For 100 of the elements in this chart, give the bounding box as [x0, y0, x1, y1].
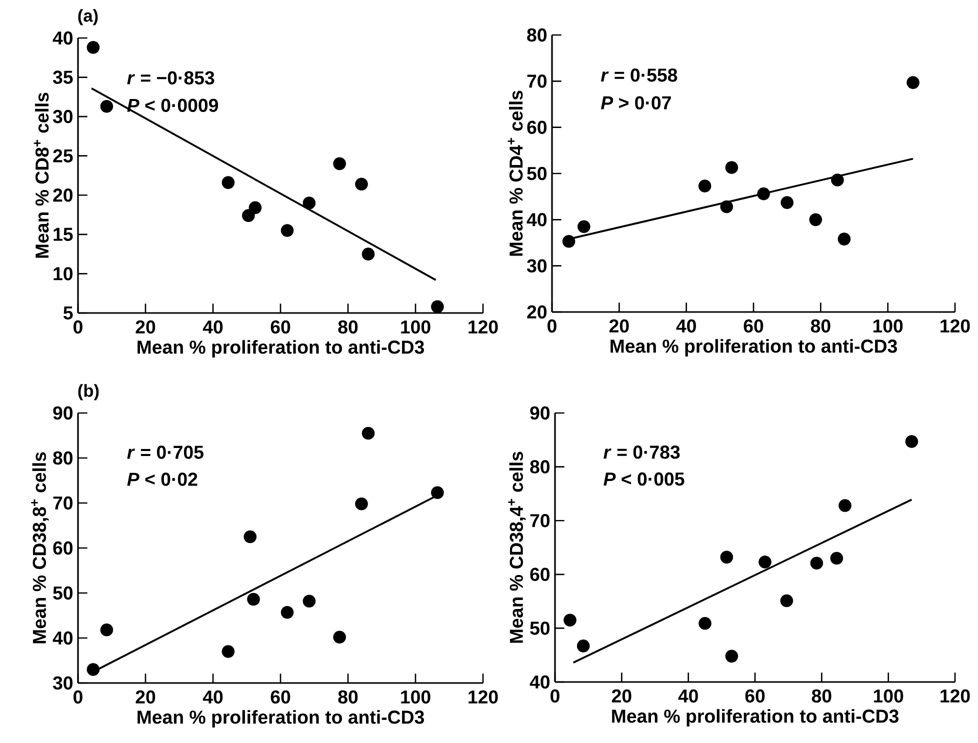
- point: [100, 623, 114, 636]
- y-tick-label: 40: [530, 675, 550, 689]
- point: [431, 300, 444, 314]
- x-tick-label: 20: [136, 320, 156, 334]
- point: [333, 157, 346, 170]
- annotation: r = 0·558: [600, 68, 678, 82]
- x-tick-label: 60: [270, 690, 290, 704]
- point: [780, 594, 794, 608]
- y-tick-label: 60: [53, 541, 73, 555]
- x-tick-label: 0: [74, 690, 82, 704]
- point: [222, 176, 235, 189]
- y-tick-label: 40: [52, 631, 73, 645]
- point: [431, 486, 444, 500]
- point: [280, 224, 294, 237]
- x-tick-label: 80: [338, 320, 358, 334]
- y-tick-label: 35: [52, 70, 73, 84]
- y-tick-label: 5: [63, 306, 73, 320]
- point: [562, 234, 576, 248]
- point: [280, 606, 294, 619]
- point: [830, 552, 844, 565]
- x-tick-label: 0: [550, 689, 560, 703]
- x-tick-label: 80: [338, 690, 358, 704]
- annotation: r = −0·853: [127, 71, 214, 85]
- point: [698, 616, 712, 630]
- point: [248, 201, 262, 214]
- point: [355, 178, 368, 191]
- point: [362, 248, 375, 260]
- y-tick-label: 30: [52, 676, 73, 690]
- x-tick-label: 60: [745, 689, 765, 703]
- x-tick-label: 100: [874, 689, 904, 703]
- y-tick-label: 40: [526, 213, 547, 226]
- point: [725, 161, 738, 174]
- point: [720, 550, 734, 564]
- x-tick-label: 20: [612, 689, 632, 703]
- y-tick-label: 70: [530, 514, 550, 528]
- x-tick-label: 120: [468, 320, 498, 334]
- x-tick-label: 60: [744, 319, 764, 333]
- y-tick-label: 50: [527, 166, 547, 180]
- point: [247, 592, 260, 606]
- y-tick-label: 25: [53, 149, 73, 162]
- y-tick-label: 60: [530, 568, 550, 582]
- point: [564, 614, 576, 627]
- x-tick-label: 100: [401, 690, 430, 704]
- point: [698, 180, 712, 192]
- point: [362, 426, 375, 440]
- x-tick-label: 0: [548, 319, 556, 333]
- x-tick-label: 40: [202, 690, 223, 704]
- point: [86, 41, 100, 54]
- point: [831, 174, 844, 186]
- point: [906, 76, 920, 89]
- point: [809, 213, 822, 226]
- point: [905, 435, 918, 448]
- point: [757, 187, 770, 200]
- point: [576, 640, 590, 652]
- x-tick-label: 120: [468, 690, 498, 704]
- y-tick-label: 30: [52, 110, 73, 124]
- x-axis-title: Mean % proliferation to anti-CD3: [610, 339, 897, 356]
- x-tick-label: 80: [810, 319, 830, 333]
- point: [578, 220, 590, 233]
- annotation: r = 0·705: [127, 446, 204, 459]
- point: [720, 200, 734, 214]
- point: [222, 645, 235, 658]
- y-tick-label: 20: [527, 305, 547, 319]
- x-axis-title: Mean % proliferation to anti-CD3: [138, 340, 424, 358]
- y-axis-title: Mean % CD8$^{+}$ cells: [34, 92, 49, 258]
- point: [244, 530, 257, 544]
- point: [242, 209, 255, 222]
- x-tick-label: 100: [873, 319, 903, 333]
- point: [810, 556, 824, 570]
- x-tick-label: 0: [74, 320, 82, 334]
- point: [838, 499, 852, 512]
- annotation: r = 0·783: [604, 446, 680, 459]
- y-tick-label: 10: [54, 267, 73, 280]
- x-tick-label: 120: [940, 319, 970, 333]
- y-tick-label: 60: [527, 120, 547, 134]
- y-tick-label: 90: [530, 406, 550, 420]
- y-tick-label: 50: [53, 586, 73, 600]
- point: [100, 100, 114, 113]
- point: [86, 663, 100, 676]
- x-tick-label: 120: [940, 689, 970, 703]
- x-tick-label: 100: [401, 320, 430, 334]
- x-tick-label: 20: [609, 319, 629, 333]
- x-tick-label: 80: [812, 689, 832, 703]
- y-tick-label: 50: [530, 622, 550, 635]
- y-axis-title: Mean % CD4$^{+}$ cells: [508, 90, 523, 256]
- x-tick-label: 40: [202, 320, 223, 334]
- y-tick-label: 20: [53, 188, 73, 202]
- y-tick-label: 80: [53, 451, 73, 465]
- y-tick-label: 70: [527, 74, 547, 88]
- point: [355, 498, 368, 510]
- annotation: P < 0·005: [604, 472, 684, 486]
- annotation: P < 0·02: [127, 472, 198, 486]
- point: [302, 594, 316, 608]
- x-axis-title: Mean % proliferation to anti-CD3: [612, 709, 898, 726]
- y-tick-label: 80: [530, 460, 550, 474]
- point: [302, 196, 316, 210]
- y-tick-label: 90: [53, 406, 73, 420]
- chart-title: (a): [78, 9, 98, 26]
- y-axis-title: Mean % CD38,4$^{+}$ cells: [508, 452, 526, 643]
- annotation: P > 0·07: [600, 96, 671, 110]
